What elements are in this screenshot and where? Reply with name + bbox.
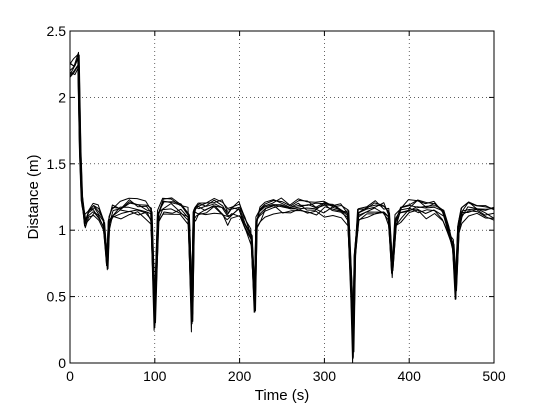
plot-frame <box>69 30 495 364</box>
ticks: 0 100 200 300 400 500 0 0.5 1 1.5 2 2.5 <box>47 23 506 384</box>
x-tick-label: 100 <box>143 368 167 384</box>
x-tick-label: 400 <box>398 368 422 384</box>
x-axis-title: Time (s) <box>255 387 309 404</box>
y-tick-label: 0 <box>58 355 66 371</box>
x-tick-label: 500 <box>482 368 506 384</box>
x-tick-label: 200 <box>228 368 252 384</box>
y-tick-label: 1.5 <box>47 156 67 172</box>
y-axis-title: Distance (m) <box>25 154 42 239</box>
y-tick-label: 1 <box>58 222 66 238</box>
y-tick-label: 0.5 <box>47 289 67 305</box>
y-tick-label: 2.5 <box>47 23 67 39</box>
x-tick-label: 0 <box>66 368 74 384</box>
series-line <box>69 64 495 346</box>
series-line <box>69 56 495 358</box>
x-tick-label: 300 <box>313 368 337 384</box>
series-group <box>69 51 495 364</box>
y-tick-label: 2 <box>58 89 66 105</box>
